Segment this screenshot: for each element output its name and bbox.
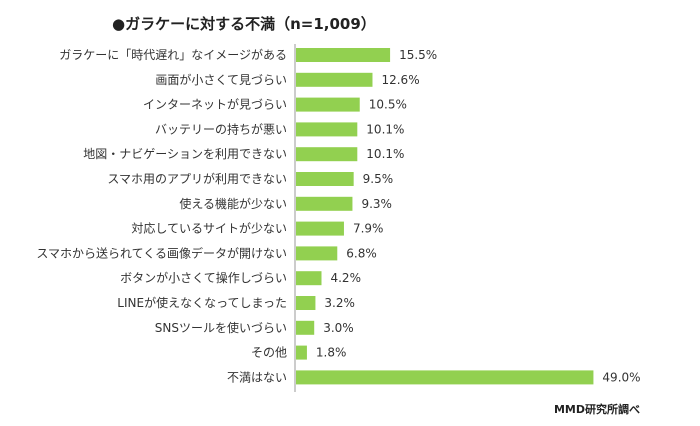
- category-label: 対応しているサイトが少ない: [131, 221, 287, 236]
- bar: [296, 97, 360, 112]
- bar: [296, 196, 353, 211]
- value-label: 7.9%: [353, 222, 384, 236]
- bar: [296, 370, 594, 385]
- bar: [296, 48, 391, 62]
- bar: [296, 172, 354, 186]
- bar-group: ガラケーに「時代遅れ」なイメージがある 15.5% 画面が小さくて見づらい 12.6%…: [36, 47, 641, 385]
- category-label: インターネットが見づらい: [143, 97, 287, 112]
- value-label: 1.8%: [316, 346, 347, 360]
- category-label: ガラケーに「時代遅れ」なイメージがある: [59, 47, 287, 62]
- bar: [296, 345, 307, 360]
- value-label: 49.0%: [602, 370, 640, 384]
- category-label: LINEが使えなくなってしまった: [117, 295, 287, 310]
- chart-title: ●ガラケーに対する不満（n=1,009）: [112, 15, 376, 33]
- category-label: バッテリーの持ちが悪い: [155, 121, 287, 136]
- bar: [296, 221, 344, 236]
- bar: [296, 122, 358, 137]
- value-label: 4.2%: [330, 271, 361, 285]
- value-label: 6.8%: [346, 246, 377, 260]
- value-label: 10.1%: [366, 147, 404, 161]
- bar: [296, 320, 315, 335]
- value-label: 10.5%: [369, 98, 407, 112]
- value-label: 9.3%: [361, 197, 392, 211]
- category-label: その他: [251, 346, 287, 360]
- category-label: 地図・ナビゲーションを利用できない: [83, 147, 287, 161]
- category-label: SNSツールを使いづらい: [155, 320, 287, 335]
- value-label: 12.6%: [381, 73, 419, 87]
- value-label: 15.5%: [399, 48, 437, 62]
- bar: [296, 72, 373, 87]
- source-note: MMD研究所調べ: [554, 402, 640, 416]
- category-label: スマホから送られてくる画像データが開けない: [36, 245, 287, 260]
- value-label: 10.1%: [366, 122, 404, 136]
- bar: [296, 147, 358, 162]
- category-label: 画面が小さくて見づらい: [155, 72, 287, 87]
- value-label: 3.2%: [324, 296, 355, 310]
- category-label: ボタンが小さくて操作しづらい: [120, 270, 287, 285]
- bar: [296, 246, 338, 261]
- category-label: スマホ用のアプリが利用できない: [107, 171, 287, 186]
- bar: [296, 271, 322, 286]
- bar: [296, 296, 316, 310]
- value-label: 3.0%: [323, 321, 354, 335]
- category-label: 使える機能が少ない: [179, 196, 287, 211]
- category-label: 不満はない: [227, 370, 287, 384]
- value-label: 9.5%: [363, 172, 394, 186]
